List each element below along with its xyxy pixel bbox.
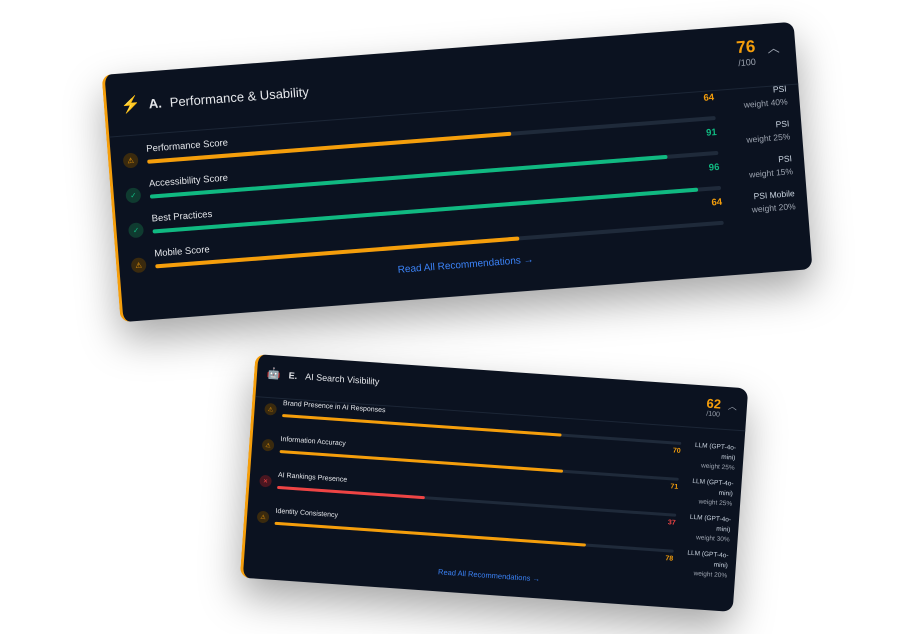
arrow-right-icon: → — [523, 254, 534, 267]
metric-progress-fill — [277, 485, 425, 500]
metric-label: Performance Score — [145, 137, 229, 155]
warning-status-icon: ⚠ — [256, 510, 270, 524]
good-status-icon: ✓ — [125, 187, 142, 204]
source-weight: weight 40% — [743, 96, 788, 110]
section-title: AI Search Visibility — [304, 371, 380, 387]
metric-value: 37 — [667, 519, 676, 527]
metric-value: 78 — [665, 555, 674, 563]
card-title: ⚡ A. Performance & Usability — [120, 81, 309, 115]
source-name: LLM (GPT-4o-mini) — [689, 513, 732, 534]
warning-status-icon: ⚠ — [122, 152, 139, 169]
source-weight: weight 15% — [748, 165, 794, 180]
metric-value: 71 — [670, 483, 679, 491]
metric-label: Best Practices — [151, 208, 213, 225]
section-score: 76 /100 — [735, 36, 757, 69]
metric-value: 64 — [711, 196, 723, 209]
metric-label: Mobile Score — [153, 244, 211, 260]
source-weight: weight 20% — [693, 569, 728, 579]
source-weight: weight 25% — [746, 131, 791, 145]
metric-source: PSI weight 15% — [722, 152, 794, 183]
chevron-up-icon[interactable]: ︿ — [727, 401, 738, 412]
metric-progress-fill — [282, 414, 562, 437]
source-name: LLM (GPT-4o-mini) — [692, 477, 734, 498]
warning-status-icon: ⚠ — [261, 438, 275, 452]
bad-status-icon: ✕ — [259, 474, 272, 488]
metric-value: 96 — [708, 161, 720, 174]
metric-source: PSI Mobile weight 20% — [724, 187, 796, 218]
performance-usability-card: ⚡ A. Performance & Usability 76 /100 ︿ ⚠… — [101, 21, 813, 323]
metric-label: Accessibility Score — [148, 172, 229, 190]
chevron-up-icon[interactable]: ︿ — [766, 40, 780, 56]
section-letter: A. — [148, 94, 163, 111]
source-name: LLM (GPT-4o-mini) — [687, 549, 729, 570]
ai-search-visibility-card: 🤖 E. AI Search Visibility 62 /100 ︿ ⚠ Bra… — [239, 354, 749, 612]
metric-source: PSI weight 40% — [716, 82, 788, 113]
card-title: 🤖 E. AI Search Visibility — [267, 367, 380, 388]
lightning-icon: ⚡ — [120, 96, 142, 115]
metric-value: 64 — [703, 92, 715, 104]
source-name: LLM (GPT-4o-mini) — [694, 441, 737, 462]
section-title: Performance & Usability — [169, 83, 310, 110]
metric-value: 70 — [672, 447, 681, 455]
good-status-icon: ✓ — [127, 222, 145, 239]
metric-value: 91 — [705, 126, 718, 139]
metric-source: LLM (GPT-4o-mini) weight 20% — [685, 549, 729, 581]
arrow-right-icon: → — [532, 573, 541, 584]
robot-icon: 🤖 — [266, 367, 282, 381]
source-weight: weight 20% — [751, 200, 796, 215]
warning-status-icon: ⚠ — [264, 402, 278, 416]
section-score: 62 /100 — [706, 395, 722, 419]
section-letter: E. — [288, 369, 298, 381]
metric-source: PSI weight 25% — [719, 117, 791, 148]
warning-status-icon: ⚠ — [130, 257, 147, 274]
